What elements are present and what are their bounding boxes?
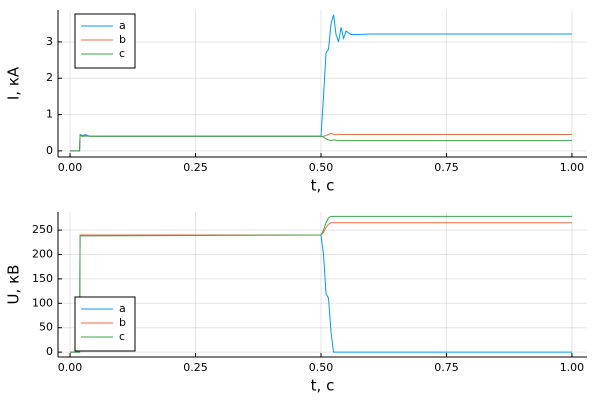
legend-box <box>74 13 136 69</box>
legend-label: b <box>119 316 126 329</box>
series-line <box>70 14 572 152</box>
x-tick-label: 0.25 <box>183 361 208 374</box>
x-axis-label: t, с <box>311 377 335 395</box>
series-line <box>70 215 572 353</box>
y-tick-label: 1 <box>46 108 53 121</box>
y-tick-label: 0 <box>46 144 53 157</box>
x-axis-label: t, с <box>311 177 335 195</box>
series-line <box>70 222 572 353</box>
legend-box <box>74 296 136 352</box>
y-axis-label: U, кВ <box>5 265 23 305</box>
x-tick-label: 0.00 <box>58 161 83 174</box>
x-tick-label: 0.50 <box>309 161 334 174</box>
y-axis-label: I, кА <box>5 66 23 100</box>
x-tick-label: 0.25 <box>183 161 208 174</box>
x-tick-label: 0.75 <box>434 161 459 174</box>
legend-label: c <box>119 330 125 343</box>
x-tick-label: 0.00 <box>58 361 83 374</box>
y-tick-label: 200 <box>32 247 53 260</box>
x-tick-label: 0.50 <box>309 361 334 374</box>
y-tick-label: 100 <box>32 296 53 309</box>
legend-label: c <box>119 47 125 60</box>
y-tick-label: 150 <box>32 272 53 285</box>
y-tick-label: 250 <box>32 223 53 236</box>
y-tick-label: 0 <box>46 345 53 358</box>
x-tick-label: 1.00 <box>560 161 585 174</box>
series-line <box>70 134 572 152</box>
x-tick-label: 1.00 <box>560 361 585 374</box>
y-tick-label: 3 <box>46 35 53 48</box>
legend-label: a <box>119 19 126 32</box>
y-tick-label: 2 <box>46 71 53 84</box>
legend-label: b <box>119 33 126 46</box>
legend-label: a <box>119 302 126 315</box>
x-tick-label: 0.75 <box>434 361 459 374</box>
y-tick-label: 50 <box>39 321 53 334</box>
